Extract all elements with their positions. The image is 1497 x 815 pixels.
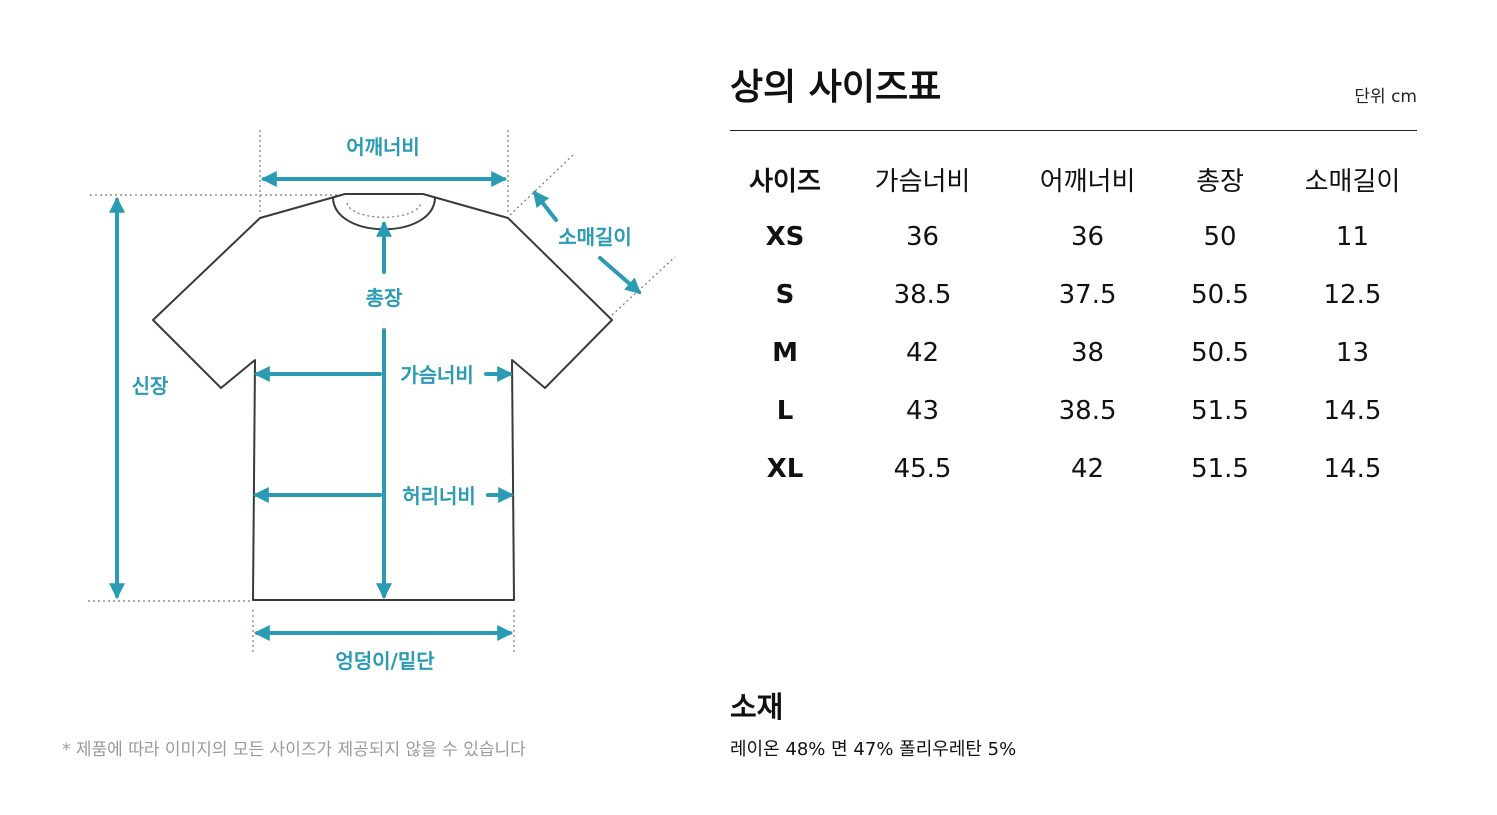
chest-cell: 38.5 xyxy=(893,280,952,310)
length-cell: 50 xyxy=(1203,222,1237,252)
size-cell: S xyxy=(775,280,795,310)
sleeve-cell: 14.5 xyxy=(1323,396,1382,426)
table-row: M 42 38 50.5 13 xyxy=(730,324,1435,382)
sleeve-arrow-top xyxy=(533,190,558,222)
hem-label: 엉덩이/밑단 xyxy=(335,649,435,673)
length-cell: 50.5 xyxy=(1191,280,1249,310)
chest-cell: 36 xyxy=(905,222,940,252)
table-row: XL 45.5 42 51.5 14.5 xyxy=(730,440,1435,498)
sleeve-cell: 14.5 xyxy=(1323,454,1382,484)
length-label: 총장 xyxy=(366,286,403,310)
chest-cell: 42 xyxy=(905,338,940,368)
header-length: 총장 xyxy=(1196,166,1244,197)
collar-stitch xyxy=(346,202,422,218)
chest-label: 가슴너비 xyxy=(400,363,474,387)
shoulder-cell: 38.5 xyxy=(1058,396,1117,426)
shoulder-cell: 42 xyxy=(1071,454,1105,484)
sleeve-label: 소매길이 xyxy=(558,225,632,249)
length-cell: 50.5 xyxy=(1191,338,1249,368)
size-cell: XL xyxy=(766,454,804,484)
chest-cell: 45.5 xyxy=(893,454,952,484)
shoulder-cell: 38 xyxy=(1071,338,1105,368)
waist-label: 허리너비 xyxy=(402,484,476,508)
shoulder-cell: 37.5 xyxy=(1058,280,1117,310)
unit-label: 단위 cm xyxy=(1354,87,1417,107)
size-cell: XS xyxy=(765,222,805,252)
sleeve-arrow-bottom xyxy=(598,256,642,295)
size-cell: M xyxy=(772,338,798,368)
size-table: 사이즈 가슴너비 어깨너비 총장 소매길이 XS 36 36 50 11 S 3… xyxy=(730,150,1435,498)
height-label: 신장 xyxy=(132,374,169,398)
table-row: L 43 38.5 51.5 14.5 xyxy=(730,382,1435,440)
guide-lines xyxy=(88,130,676,655)
sleeve-cell: 13 xyxy=(1335,338,1370,368)
length-cell: 51.5 xyxy=(1191,454,1249,484)
size-availability-note: * 제품에 따라 이미지의 모든 사이즈가 제공되지 않을 수 있습니다 xyxy=(62,740,526,760)
table-row: S 38.5 37.5 50.5 12.5 xyxy=(730,266,1435,324)
material-title: 소재 xyxy=(730,690,784,724)
title-divider xyxy=(730,130,1417,131)
header-sleeve: 소매길이 xyxy=(1304,166,1401,197)
material-text: 레이온 48% 면 47% 폴리우레탄 5% xyxy=(730,739,1017,760)
sleeve-cell: 12.5 xyxy=(1323,280,1382,310)
page-title: 상의 사이즈표 xyxy=(730,67,942,108)
size-table-header-row: 사이즈 가슴너비 어깨너비 총장 소매길이 xyxy=(730,150,1435,208)
tshirt-measurement-diagram: 어깨너비 소매길이 총장 신장 가슴너비 허리너비 엉덩이/밑단 xyxy=(88,130,676,673)
header-chest: 가슴너비 xyxy=(874,166,971,197)
size-cell: L xyxy=(776,396,794,426)
shoulder-label: 어깨너비 xyxy=(346,135,420,159)
header-shoulder: 어깨너비 xyxy=(1039,166,1136,197)
chest-cell: 43 xyxy=(905,396,940,426)
header-size: 사이즈 xyxy=(749,166,821,197)
table-row: XS 36 36 50 11 xyxy=(730,208,1435,266)
sleeve-cell: 11 xyxy=(1335,222,1370,252)
length-cell: 51.5 xyxy=(1191,396,1249,426)
shoulder-cell: 36 xyxy=(1071,222,1105,252)
